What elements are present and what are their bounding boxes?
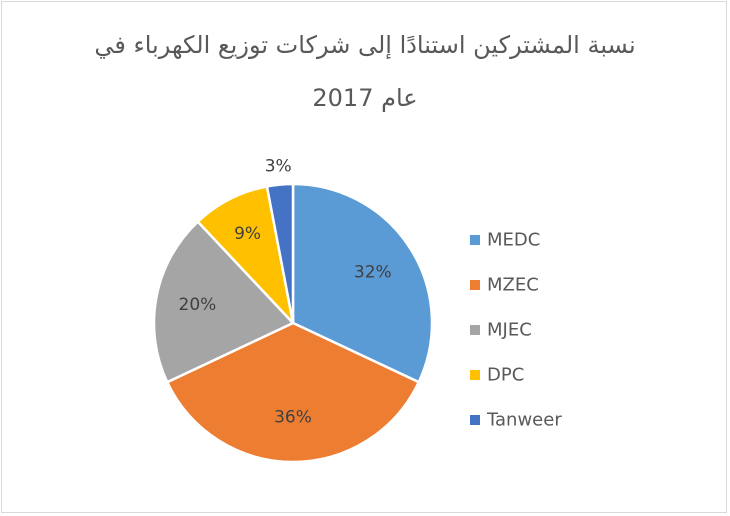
chart-title-line-1: نسبة المشتركين استنادًا إلى شركات توزيع … [94,31,636,59]
pie-slices [152,182,434,464]
slice-labels: 32% 36% 20% 9% 3% [179,157,392,428]
legend-swatch-mjec [470,325,480,335]
pie-slice-dpc [196,185,295,325]
pie-slice-mzec [165,321,421,464]
data-label-dpc: 9% [234,224,261,244]
pie-slice-tanweer [265,182,295,325]
legend-label-dpc: DPC [487,365,524,386]
legend: MEDC MZEC MJEC DPC Tanweer [470,230,562,431]
pie-slice-medc [291,182,434,384]
chart-title-line-2: عام 2017 [312,84,418,112]
data-label-mzec: 36% [274,408,312,428]
legend-swatch-tanweer [470,415,480,425]
legend-swatch-dpc [470,370,480,380]
legend-swatch-medc [470,235,480,245]
legend-label-tanweer: Tanweer [486,410,562,431]
legend-label-mzec: MZEC [487,275,539,296]
data-label-medc: 32% [354,262,392,282]
pie-slice-mjec [152,220,295,384]
legend-swatch-mzec [470,280,480,290]
legend-label-medc: MEDC [487,230,540,251]
data-label-tanweer: 3% [265,157,292,177]
legend-label-mjec: MJEC [487,320,532,341]
data-label-mjec: 20% [179,295,217,315]
